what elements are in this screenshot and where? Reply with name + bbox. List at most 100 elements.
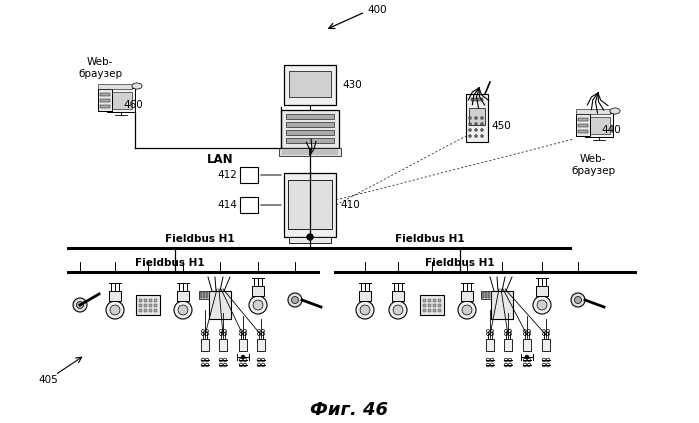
Bar: [542, 339, 550, 351]
Bar: [154, 309, 157, 312]
Bar: [154, 299, 157, 302]
Bar: [136, 295, 160, 315]
Bar: [100, 93, 110, 96]
Circle shape: [307, 234, 313, 240]
Text: Web-
браузер: Web- браузер: [78, 57, 122, 79]
Text: 405: 405: [38, 375, 58, 385]
Bar: [288, 181, 332, 230]
Bar: [139, 304, 142, 307]
Bar: [438, 304, 441, 307]
Circle shape: [288, 293, 302, 307]
Bar: [240, 167, 258, 183]
Circle shape: [575, 297, 582, 303]
Circle shape: [110, 305, 120, 315]
Bar: [284, 65, 336, 105]
Circle shape: [525, 355, 529, 359]
Bar: [438, 299, 441, 302]
Circle shape: [468, 123, 472, 126]
Bar: [286, 114, 334, 119]
Bar: [576, 114, 590, 136]
Bar: [252, 286, 264, 296]
Bar: [576, 109, 610, 114]
Circle shape: [360, 305, 370, 315]
Bar: [485, 292, 487, 298]
Bar: [206, 292, 208, 298]
Bar: [471, 98, 483, 101]
Bar: [392, 291, 404, 301]
Circle shape: [468, 135, 472, 137]
Circle shape: [291, 297, 298, 303]
Circle shape: [174, 301, 192, 319]
Circle shape: [475, 129, 477, 132]
Bar: [286, 122, 334, 127]
Bar: [428, 309, 431, 312]
Circle shape: [73, 298, 87, 312]
Circle shape: [475, 116, 477, 120]
Circle shape: [533, 296, 551, 314]
Bar: [433, 299, 436, 302]
Bar: [279, 148, 341, 156]
Bar: [286, 138, 334, 143]
Bar: [433, 309, 436, 312]
Text: 412: 412: [217, 170, 237, 180]
Bar: [466, 94, 488, 142]
Bar: [144, 309, 147, 312]
Bar: [289, 71, 331, 97]
Bar: [219, 339, 227, 351]
Bar: [433, 304, 436, 307]
Circle shape: [480, 116, 484, 120]
Circle shape: [106, 301, 124, 319]
Bar: [139, 309, 142, 312]
Circle shape: [480, 123, 484, 126]
Bar: [98, 84, 132, 89]
Bar: [423, 309, 426, 312]
Bar: [504, 339, 512, 351]
Circle shape: [253, 300, 263, 310]
Bar: [438, 309, 441, 312]
Circle shape: [475, 135, 477, 137]
Bar: [240, 197, 258, 213]
Bar: [423, 304, 426, 307]
Circle shape: [393, 305, 403, 315]
Bar: [286, 130, 334, 135]
Bar: [284, 173, 336, 237]
Bar: [100, 99, 110, 102]
Bar: [100, 105, 110, 108]
Bar: [523, 339, 531, 351]
Bar: [144, 299, 147, 302]
Text: Fieldbus H1: Fieldbus H1: [395, 234, 465, 244]
Bar: [149, 309, 152, 312]
Ellipse shape: [610, 108, 620, 114]
Bar: [209, 291, 231, 319]
Text: Fieldbus H1: Fieldbus H1: [425, 258, 495, 268]
Bar: [536, 286, 548, 296]
Bar: [107, 88, 135, 112]
Circle shape: [241, 355, 245, 359]
Bar: [482, 292, 484, 298]
Bar: [481, 291, 491, 299]
Circle shape: [356, 301, 374, 319]
Bar: [201, 339, 209, 351]
Bar: [423, 299, 426, 302]
Bar: [149, 304, 152, 307]
Bar: [257, 339, 265, 351]
Text: 450: 450: [491, 121, 511, 131]
Bar: [359, 291, 371, 301]
Circle shape: [480, 129, 484, 132]
Circle shape: [76, 302, 83, 308]
Text: LAN: LAN: [207, 153, 233, 166]
Bar: [109, 291, 121, 301]
Ellipse shape: [132, 83, 142, 89]
Bar: [98, 89, 112, 111]
Bar: [139, 299, 142, 302]
Bar: [486, 339, 494, 351]
Bar: [149, 299, 152, 302]
Text: 430: 430: [342, 80, 362, 90]
Bar: [488, 292, 490, 298]
Circle shape: [468, 129, 472, 132]
Bar: [491, 291, 513, 319]
Bar: [469, 108, 485, 125]
Circle shape: [571, 293, 585, 307]
Circle shape: [458, 301, 476, 319]
Text: Web-
браузер: Web- браузер: [571, 154, 615, 176]
